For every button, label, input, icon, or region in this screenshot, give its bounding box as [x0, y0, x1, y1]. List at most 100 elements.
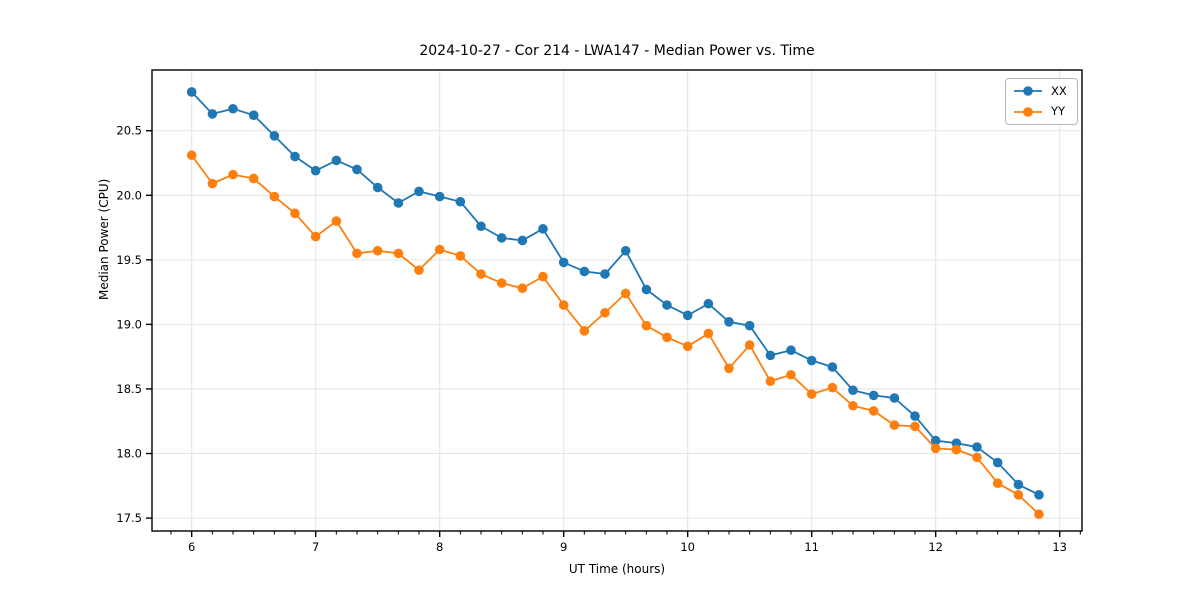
series-yy-marker: [186, 150, 197, 161]
x-tick-label: 9: [560, 540, 567, 554]
axes-frame: [151, 69, 1083, 532]
series-yy-marker: [641, 320, 652, 331]
series-yy-marker: [517, 283, 528, 294]
series-xx-marker: [1013, 479, 1024, 490]
series-yy-marker: [393, 248, 404, 259]
chart-title: 2024-10-27 - Cor 214 - LWA147 - Median P…: [419, 43, 815, 59]
x-tick-label: 10: [680, 540, 695, 554]
series-xx-marker: [889, 393, 900, 403]
series-yy-marker: [827, 382, 838, 393]
x-tick-label: 11: [804, 540, 819, 554]
series-yy-marker: [806, 389, 817, 399]
series-xx-marker: [765, 350, 776, 361]
series-xx-marker: [579, 266, 590, 277]
series-yy-marker: [930, 443, 941, 454]
legend-label-xx: XX: [1051, 83, 1067, 98]
series-xx-marker: [662, 300, 672, 310]
series-yy-marker: [765, 376, 776, 387]
series-xx-marker: [558, 257, 569, 268]
series-xx-marker: [641, 284, 652, 295]
series-xx-marker: [228, 103, 238, 114]
series-xx-marker: [290, 151, 300, 162]
y-tick-label: 17.5: [116, 511, 142, 525]
series-xx-marker: [310, 165, 321, 176]
series-yy-marker: [538, 271, 548, 282]
series-xx-marker: [269, 131, 280, 141]
series-yy-marker: [476, 269, 486, 279]
x-tick-label: 6: [188, 540, 195, 554]
series-yy-marker: [1013, 490, 1024, 500]
series-xx-marker: [600, 269, 610, 279]
series-xx-marker: [744, 320, 755, 331]
legend-item-yy: YY: [1013, 104, 1070, 118]
series-yy-marker: [786, 369, 796, 380]
x-tick-label: 12: [928, 540, 943, 554]
y-tick-label: 20.0: [116, 188, 142, 202]
legend: XX YY: [1005, 78, 1078, 125]
series-yy-marker: [228, 169, 238, 180]
series-xx-marker: [414, 186, 424, 197]
series-yy-marker: [269, 191, 280, 202]
series-yy-marker: [290, 208, 300, 219]
series-yy-marker: [352, 248, 362, 259]
series-xx-marker: [207, 109, 218, 119]
series-xx-marker: [703, 298, 714, 309]
series-yy-marker: [682, 341, 693, 352]
series-xx-marker: [827, 362, 838, 372]
series-yy-marker: [579, 326, 590, 336]
series-yy-marker: [662, 332, 672, 343]
series-yy-marker: [703, 328, 714, 339]
series-yy-marker: [331, 216, 342, 226]
legend-swatch-yy: [1014, 106, 1042, 117]
x-tick-label: 7: [312, 540, 319, 554]
series-xx-marker: [476, 221, 486, 232]
series-yy-marker: [558, 300, 569, 310]
series-xx-marker: [352, 164, 362, 175]
series-xx-marker: [248, 110, 259, 120]
series-xx-marker: [930, 435, 941, 446]
series-yy-marker: [951, 444, 962, 455]
series-xx-marker: [992, 457, 1003, 468]
series-xx-marker: [538, 224, 548, 234]
series-xx-marker: [372, 182, 383, 193]
series-yy-marker: [868, 406, 879, 416]
series-xx-marker: [331, 155, 342, 166]
series-yy-marker: [724, 363, 734, 374]
series-yy-marker: [992, 478, 1003, 489]
series-yy-marker: [496, 278, 507, 288]
series-yy-marker: [848, 400, 858, 411]
series-yy-marker: [972, 452, 982, 463]
series-xx-marker: [682, 310, 693, 321]
series-yy-marker: [744, 340, 755, 350]
series-xx-marker: [848, 385, 858, 396]
x-tick-label: 13: [1052, 540, 1067, 554]
series-yy-marker: [889, 420, 900, 430]
series-xx-marker: [1034, 490, 1044, 500]
series-yy-marker: [207, 178, 218, 189]
series-yy-marker: [248, 173, 259, 184]
series-xx-marker: [620, 245, 631, 256]
legend-item-xx: XX: [1013, 85, 1070, 97]
series-xx-marker: [868, 390, 879, 401]
series-yy-marker: [372, 245, 383, 256]
series-xx-marker: [806, 355, 817, 366]
y-tick-label: 20.5: [116, 124, 142, 138]
series-xx-marker: [455, 196, 466, 207]
series-yy-marker: [600, 307, 610, 318]
series-xx-marker: [393, 198, 404, 208]
legend-label-yy: YY: [1051, 104, 1066, 118]
series-xx-marker: [496, 233, 507, 243]
series-yy-marker: [414, 265, 424, 275]
series-xx-marker: [517, 235, 528, 246]
series-xx-marker: [910, 411, 920, 421]
series-xx-marker: [186, 87, 197, 97]
series-xx-marker: [434, 191, 445, 202]
legend-swatch-xx: [1014, 86, 1042, 97]
series-yy-marker: [910, 421, 920, 432]
x-tick-label: 8: [436, 540, 443, 554]
series-yy-marker: [434, 244, 445, 255]
series-xx-marker: [786, 345, 796, 356]
x-axis-label: UT Time (hours): [568, 562, 666, 576]
